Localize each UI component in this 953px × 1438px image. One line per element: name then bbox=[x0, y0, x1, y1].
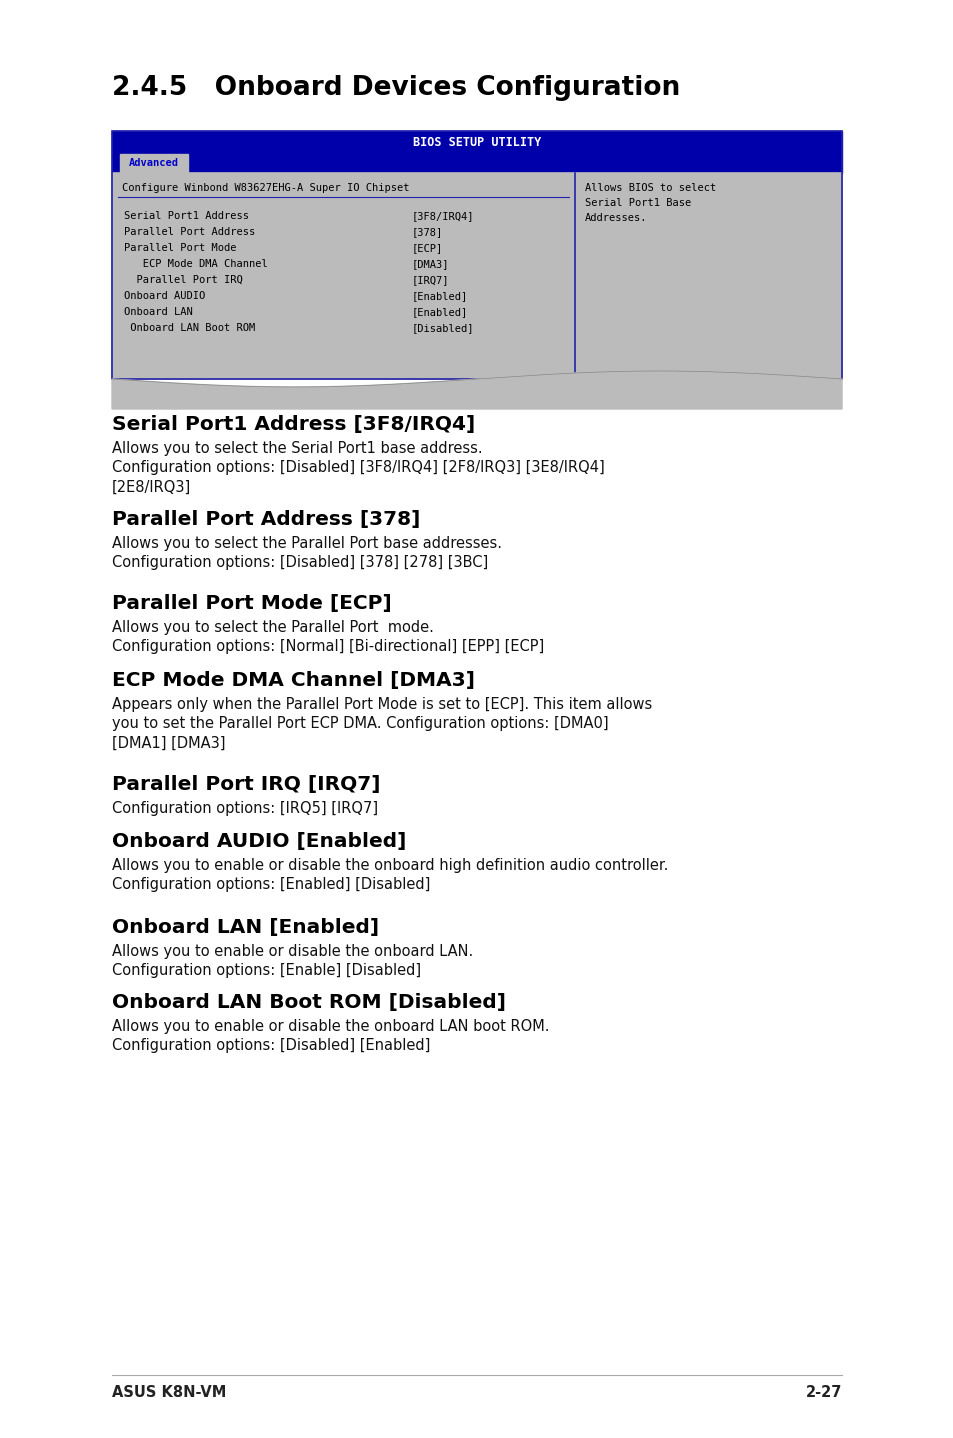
Text: Advanced: Advanced bbox=[129, 158, 179, 168]
Text: BIOS SETUP UTILITY: BIOS SETUP UTILITY bbox=[413, 135, 540, 148]
Text: [IRQ7]: [IRQ7] bbox=[412, 275, 449, 285]
Text: Onboard LAN [Enabled]: Onboard LAN [Enabled] bbox=[112, 917, 378, 938]
Text: Parallel Port Address: Parallel Port Address bbox=[124, 227, 255, 237]
Text: ECP Mode DMA Channel [DMA3]: ECP Mode DMA Channel [DMA3] bbox=[112, 672, 475, 690]
Text: Parallel Port Mode [ECP]: Parallel Port Mode [ECP] bbox=[112, 594, 392, 613]
Text: Allows you to select the Parallel Port base addresses.
Configuration options: [D: Allows you to select the Parallel Port b… bbox=[112, 536, 501, 571]
Text: Parallel Port Address [378]: Parallel Port Address [378] bbox=[112, 510, 420, 529]
Bar bbox=[112, 131, 841, 380]
Text: ECP Mode DMA Channel: ECP Mode DMA Channel bbox=[124, 259, 268, 269]
Text: Onboard AUDIO [Enabled]: Onboard AUDIO [Enabled] bbox=[112, 833, 406, 851]
Text: Allows you to select the Serial Port1 base address.
Configuration options: [Disa: Allows you to select the Serial Port1 ba… bbox=[112, 441, 604, 495]
Text: [Disabled]: [Disabled] bbox=[412, 324, 474, 334]
Text: Serial Port1 Address: Serial Port1 Address bbox=[124, 211, 249, 221]
Text: Appears only when the Parallel Port Mode is set to [ECP]. This item allows
you t: Appears only when the Parallel Port Mode… bbox=[112, 697, 652, 751]
Text: Onboard AUDIO: Onboard AUDIO bbox=[124, 290, 205, 301]
Text: 2.4.5   Onboard Devices Configuration: 2.4.5 Onboard Devices Configuration bbox=[112, 75, 679, 101]
Text: Onboard LAN Boot ROM: Onboard LAN Boot ROM bbox=[124, 324, 255, 334]
Text: Allows you to enable or disable the onboard LAN.
Configuration options: [Enable]: Allows you to enable or disable the onbo… bbox=[112, 943, 473, 978]
Text: Allows you to enable or disable the onboard high definition audio controller.
Co: Allows you to enable or disable the onbo… bbox=[112, 858, 668, 892]
Text: [378]: [378] bbox=[412, 227, 443, 237]
Text: Onboard LAN Boot ROM [Disabled]: Onboard LAN Boot ROM [Disabled] bbox=[112, 994, 505, 1012]
Text: Allows you to enable or disable the onboard LAN boot ROM.
Configuration options:: Allows you to enable or disable the onbo… bbox=[112, 1020, 549, 1053]
Text: Allows you to select the Parallel Port  mode.
Configuration options: [Normal] [B: Allows you to select the Parallel Port m… bbox=[112, 620, 543, 654]
Text: Configuration options: [IRQ5] [IRQ7]: Configuration options: [IRQ5] [IRQ7] bbox=[112, 801, 377, 815]
Text: ASUS K8N-VM: ASUS K8N-VM bbox=[112, 1385, 226, 1401]
Bar bbox=[112, 152, 841, 173]
Text: [ECP]: [ECP] bbox=[412, 243, 443, 253]
Bar bbox=[120, 154, 188, 173]
Bar bbox=[112, 131, 841, 152]
Text: Parallel Port Mode: Parallel Port Mode bbox=[124, 243, 236, 253]
Text: [DMA3]: [DMA3] bbox=[412, 259, 449, 269]
Text: Onboard LAN: Onboard LAN bbox=[124, 306, 193, 316]
Text: Parallel Port IRQ: Parallel Port IRQ bbox=[124, 275, 242, 285]
Text: Serial Port1 Address [3F8/IRQ4]: Serial Port1 Address [3F8/IRQ4] bbox=[112, 416, 475, 434]
Text: [Enabled]: [Enabled] bbox=[412, 290, 468, 301]
Text: 2-27: 2-27 bbox=[804, 1385, 841, 1401]
Text: Parallel Port IRQ [IRQ7]: Parallel Port IRQ [IRQ7] bbox=[112, 775, 380, 794]
Text: [3F8/IRQ4]: [3F8/IRQ4] bbox=[412, 211, 474, 221]
Bar bbox=[112, 173, 841, 380]
Text: Allows BIOS to select
Serial Port1 Base
Addresses.: Allows BIOS to select Serial Port1 Base … bbox=[584, 183, 716, 223]
Text: [Enabled]: [Enabled] bbox=[412, 306, 468, 316]
Text: Configure Winbond W83627EHG-A Super IO Chipset: Configure Winbond W83627EHG-A Super IO C… bbox=[122, 183, 409, 193]
Polygon shape bbox=[112, 371, 841, 408]
